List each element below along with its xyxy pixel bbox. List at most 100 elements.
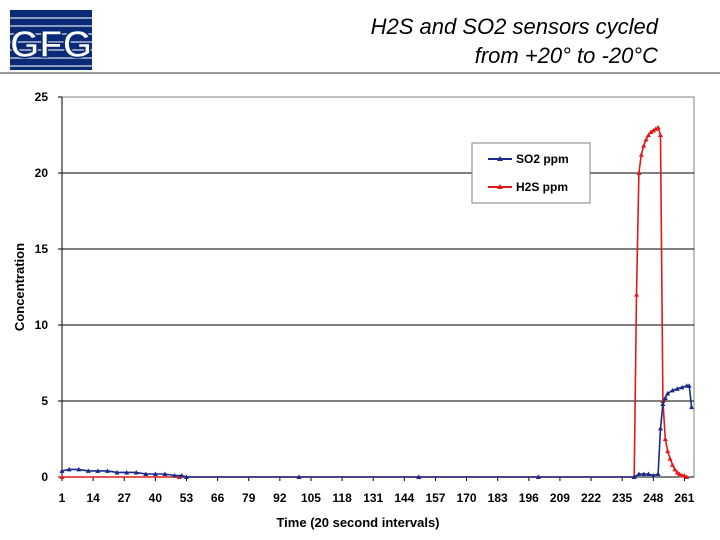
- data-point: [674, 469, 680, 475]
- x-tick-label: 118: [332, 491, 352, 505]
- data-point: [650, 472, 656, 478]
- concentration-chart: 0 5 10 15 20 25 1 14 27 40 53 66 79 92 105 118 131 144 15…: [12, 90, 695, 530]
- data-point: [634, 292, 640, 297]
- legend-item: H2S ppm: [488, 180, 568, 194]
- y-axis-label: Concentration: [12, 243, 27, 331]
- data-point: [653, 126, 659, 131]
- data-point: [648, 129, 654, 134]
- data-point: [679, 384, 685, 390]
- x-tick-label: 235: [612, 491, 632, 505]
- y-tick-label: 10: [35, 318, 49, 332]
- x-tick-label: 131: [363, 491, 383, 505]
- data-point: [655, 471, 661, 476]
- legend-label: SO2 ppm: [516, 152, 569, 166]
- gfg-logo-graphic: GFG: [9, 10, 93, 70]
- x-tick-label: 27: [118, 491, 132, 505]
- gfg-logo: GFG: [9, 10, 93, 70]
- data-point: [104, 468, 110, 473]
- data-point: [672, 466, 678, 472]
- y-tick-label: 20: [35, 166, 49, 180]
- plot-frame: [61, 96, 695, 478]
- data-point: [669, 462, 675, 467]
- data-point: [133, 469, 139, 475]
- data-point: [143, 471, 149, 476]
- legend-marker: [497, 184, 503, 189]
- data-point: [669, 387, 675, 393]
- data-point: [85, 468, 91, 473]
- series-0: [59, 383, 695, 479]
- y-tick-labels: 0 5 10 15 20 25: [35, 90, 49, 484]
- title-line-1: H2S and SO2 sensors cycled: [370, 14, 658, 39]
- y-tick-label: 0: [41, 470, 48, 484]
- data-point: [677, 471, 683, 476]
- data-point: [662, 436, 668, 441]
- x-tick-label: 144: [394, 491, 414, 505]
- data-point: [646, 471, 652, 476]
- legend-box: [471, 142, 591, 204]
- x-tick-label: 53: [180, 491, 194, 505]
- data-point: [657, 132, 663, 137]
- data-point: [681, 472, 687, 478]
- x-tick-label: 170: [457, 491, 477, 505]
- data-point: [641, 143, 647, 148]
- x-tick-label: 157: [425, 491, 445, 505]
- slide-title: H2S and SO2 sensors cycled from +20° to …: [371, 12, 658, 70]
- x-tick-label: 14: [86, 491, 100, 505]
- data-point: [641, 471, 647, 476]
- x-tick-label: 66: [211, 491, 225, 505]
- x-tick-label: 248: [643, 491, 663, 505]
- x-tick-label: 105: [301, 491, 321, 505]
- legend-item: SO2 ppm: [488, 152, 569, 166]
- x-tick-label: 79: [242, 491, 256, 505]
- data-point: [665, 390, 671, 396]
- data-point: [95, 468, 101, 473]
- y-tick-label: 5: [41, 394, 48, 408]
- data-point: [152, 471, 158, 476]
- data-point: [636, 471, 642, 476]
- data-point: [638, 152, 644, 157]
- y-tick-label: 25: [35, 90, 49, 104]
- data-point: [636, 170, 642, 175]
- data-point: [631, 474, 637, 479]
- data-point: [684, 474, 690, 479]
- data-point: [646, 132, 652, 137]
- legend-label: H2S ppm: [516, 180, 568, 194]
- data-point: [655, 124, 661, 130]
- title-line-2: from +20° to -20°C: [474, 43, 658, 68]
- data-point: [124, 469, 130, 475]
- logo-text: GFG: [10, 24, 92, 66]
- x-tick-label: 222: [581, 491, 601, 505]
- data-point: [667, 456, 673, 461]
- data-point: [114, 469, 120, 475]
- data-point: [657, 425, 663, 431]
- data-point: [176, 474, 182, 479]
- data-point: [674, 386, 680, 391]
- data-point: [172, 472, 178, 478]
- data-point: [665, 448, 671, 454]
- data-point: [686, 383, 692, 388]
- data-point: [660, 401, 666, 407]
- data-point: [689, 404, 695, 410]
- series-line: [61, 384, 693, 478]
- data-point: [59, 474, 65, 479]
- x-tick-label: 183: [488, 491, 508, 505]
- x-tick-label: 92: [273, 491, 287, 505]
- data-point: [662, 395, 668, 400]
- data-point: [66, 466, 72, 472]
- data-point: [643, 137, 649, 142]
- legend: SO2 ppm H2S ppm: [471, 142, 591, 204]
- data-point: [162, 471, 168, 476]
- data-point: [535, 474, 541, 479]
- data-point: [416, 474, 422, 479]
- legend-marker: [497, 156, 503, 161]
- x-axis-label: Time (20 second intervals): [276, 515, 439, 530]
- series-layer: [59, 124, 695, 479]
- data-point: [650, 127, 656, 133]
- x-tick-labels: 1 14 27 40 53 66 79 92 105 118 131 144 157 170 183 196 2…: [59, 491, 695, 505]
- x-tick-label: 261: [674, 491, 694, 505]
- title-divider: [0, 72, 720, 74]
- x-tick-label: 209: [550, 491, 570, 505]
- y-tick-label: 15: [35, 242, 49, 256]
- x-tick-label: 1: [59, 491, 66, 505]
- x-tick-label: 40: [149, 491, 163, 505]
